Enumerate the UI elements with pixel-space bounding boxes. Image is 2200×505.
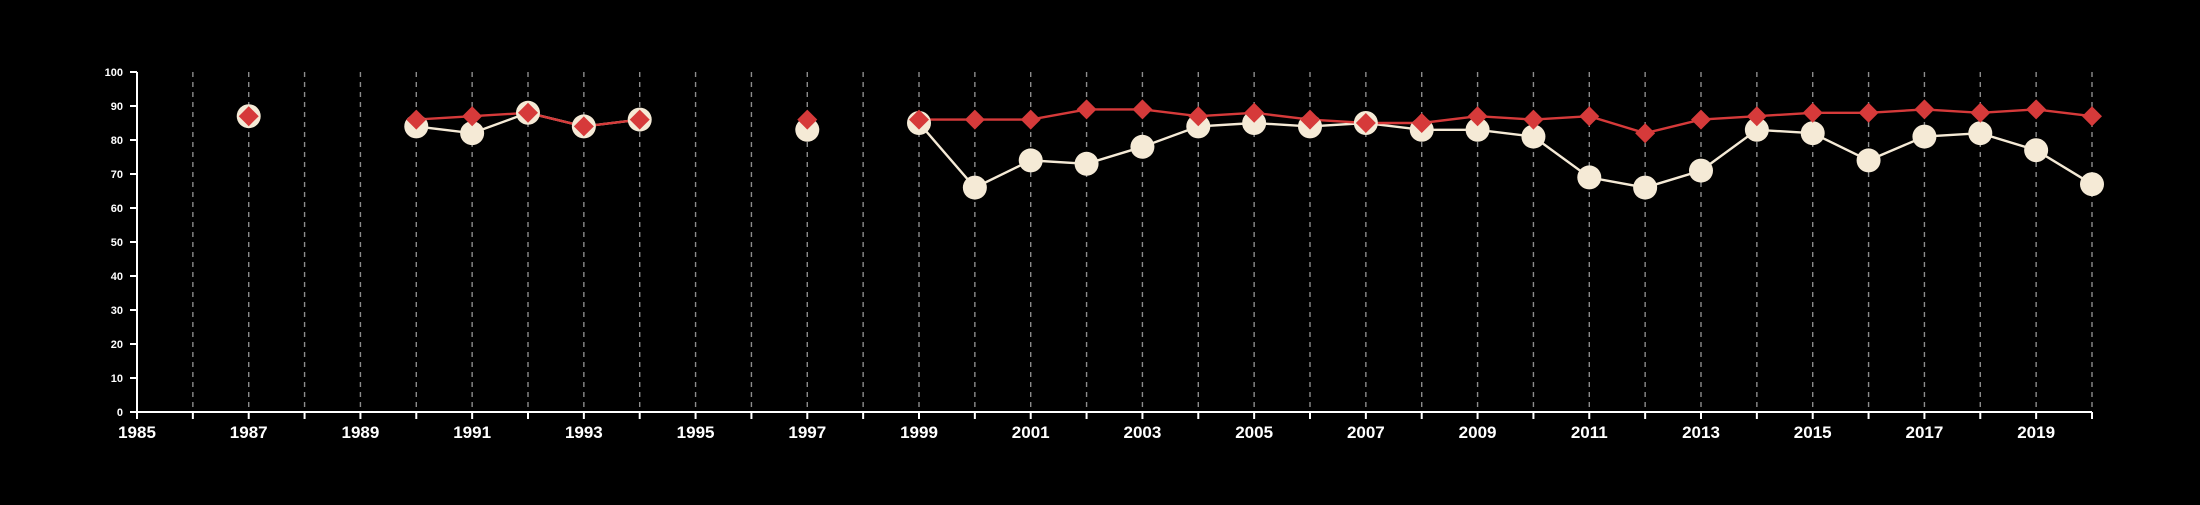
data-point-circle bbox=[1744, 117, 1769, 142]
y-tick-label: 10 bbox=[111, 373, 123, 385]
x-tick-label: 1991 bbox=[453, 423, 491, 442]
data-point-diamond bbox=[1132, 99, 1153, 120]
x-tick-label: 2017 bbox=[1906, 423, 1944, 442]
data-point-circle bbox=[1800, 121, 1825, 146]
x-tick-label: 2009 bbox=[1459, 423, 1497, 442]
x-tick-label: 2015 bbox=[1794, 423, 1832, 442]
data-point-circle bbox=[962, 175, 987, 200]
data-point-diamond bbox=[462, 106, 483, 127]
x-tick-label: 1987 bbox=[230, 423, 268, 442]
data-point-circle bbox=[1465, 117, 1490, 142]
data-point-circle bbox=[2024, 138, 2049, 163]
data-point-diamond bbox=[238, 106, 259, 127]
x-tick-label: 2019 bbox=[2017, 423, 2055, 442]
data-point-diamond bbox=[797, 109, 818, 130]
data-point-diamond bbox=[1523, 109, 1544, 130]
y-tick-label: 20 bbox=[111, 339, 123, 351]
data-point-diamond bbox=[1635, 123, 1656, 144]
y-tick-label: 40 bbox=[111, 271, 123, 283]
data-point-diamond bbox=[2026, 99, 2047, 120]
data-point-circle bbox=[1633, 175, 1658, 200]
data-point-diamond bbox=[1746, 106, 1767, 127]
data-point-circle bbox=[1689, 158, 1713, 183]
x-tick-label: 1997 bbox=[788, 423, 826, 442]
data-point-diamond bbox=[518, 102, 538, 123]
data-point-diamond bbox=[406, 109, 427, 130]
data-point-diamond bbox=[1802, 102, 1823, 123]
x-tick-label: 1999 bbox=[900, 423, 938, 442]
data-point-diamond bbox=[1411, 113, 1432, 133]
data-point-diamond bbox=[2082, 106, 2102, 127]
x-tick-label: 1989 bbox=[342, 423, 380, 442]
data-point-circle bbox=[1912, 124, 1937, 149]
data-point-circle bbox=[1242, 111, 1267, 135]
y-tick-label: 0 bbox=[117, 407, 123, 419]
y-tick-label: 80 bbox=[111, 135, 123, 147]
series-line bbox=[918, 121, 2093, 190]
data-point-circle bbox=[1856, 148, 1881, 173]
data-point-diamond bbox=[964, 109, 985, 130]
data-point-circle bbox=[1968, 121, 1993, 146]
series-layer bbox=[236, 99, 2104, 200]
y-tick-label: 50 bbox=[111, 237, 123, 249]
data-point-diamond bbox=[629, 109, 650, 130]
data-point-diamond bbox=[1300, 109, 1320, 130]
data-point-diamond bbox=[1188, 106, 1209, 127]
x-tick-label: 2001 bbox=[1012, 423, 1050, 442]
data-point-circle bbox=[1074, 151, 1099, 176]
data-point-diamond bbox=[1467, 106, 1488, 127]
data-point-circle bbox=[2080, 172, 2104, 197]
x-tick-label: 2013 bbox=[1682, 423, 1720, 442]
y-tick-label: 90 bbox=[111, 101, 123, 113]
data-point-diamond bbox=[909, 109, 929, 130]
y-tick-label: 30 bbox=[111, 305, 123, 317]
data-point-circle bbox=[460, 121, 485, 146]
series-line bbox=[919, 108, 2093, 135]
x-tick-label: 2005 bbox=[1235, 423, 1273, 442]
data-point-diamond bbox=[1691, 109, 1711, 130]
y-tick-label: 100 bbox=[105, 67, 123, 79]
x-tick-label: 1993 bbox=[565, 423, 603, 442]
data-point-diamond bbox=[1970, 102, 1991, 123]
data-point-diamond bbox=[1020, 109, 1041, 130]
data-point-diamond bbox=[1579, 106, 1600, 127]
data-point-circle bbox=[1521, 124, 1546, 149]
series-1-markers bbox=[238, 99, 2102, 144]
gridlines bbox=[192, 72, 2093, 412]
x-tick-label: 1985 bbox=[118, 423, 156, 442]
data-point-diamond bbox=[1914, 99, 1935, 120]
data-point-circle bbox=[1130, 134, 1155, 159]
x-tick-label: 1995 bbox=[677, 423, 715, 442]
axes: 1985 1987 1989 1991 1993 1995 1997 1999 2001 2003… bbox=[105, 67, 2093, 442]
y-tick-label: 60 bbox=[111, 203, 123, 215]
x-tick-label: 2003 bbox=[1124, 423, 1162, 442]
x-tick-label: 2007 bbox=[1347, 423, 1385, 442]
data-point-diamond bbox=[573, 116, 594, 137]
data-point-diamond bbox=[1355, 113, 1376, 133]
data-point-circle bbox=[795, 117, 820, 142]
data-point-diamond bbox=[1858, 102, 1879, 123]
data-point-circle bbox=[1018, 148, 1043, 173]
data-point-circle bbox=[1577, 165, 1602, 190]
data-point-circle bbox=[1186, 114, 1211, 139]
data-point-diamond bbox=[1076, 99, 1097, 120]
x-tick-label: 2011 bbox=[1571, 423, 1608, 442]
data-point-diamond bbox=[1244, 102, 1265, 123]
series-0-markers bbox=[236, 100, 2104, 200]
y-tick-label: 70 bbox=[111, 169, 123, 181]
